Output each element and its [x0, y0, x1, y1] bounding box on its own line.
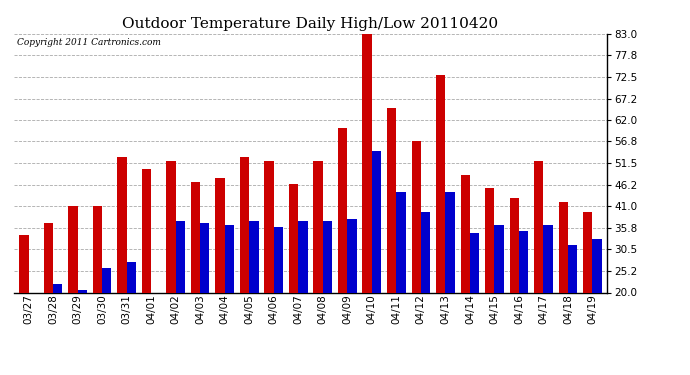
Bar	[387, 108, 396, 292]
Bar	[43, 223, 53, 292]
Bar	[485, 188, 495, 292]
Bar	[166, 161, 176, 292]
Bar	[289, 184, 298, 292]
Bar	[559, 202, 568, 292]
Bar	[495, 225, 504, 292]
Bar	[92, 206, 102, 292]
Bar	[176, 220, 185, 292]
Bar	[519, 231, 529, 292]
Bar	[200, 223, 210, 292]
Bar	[396, 192, 406, 292]
Bar	[445, 192, 455, 292]
Bar	[191, 182, 200, 292]
Bar	[338, 128, 347, 292]
Bar	[323, 220, 332, 292]
Bar	[249, 220, 259, 292]
Bar	[298, 220, 308, 292]
Bar	[215, 177, 225, 292]
Bar	[544, 225, 553, 292]
Bar	[19, 235, 28, 292]
Bar	[460, 176, 470, 292]
Bar	[274, 227, 283, 292]
Text: Copyright 2011 Cartronics.com: Copyright 2011 Cartronics.com	[17, 38, 161, 46]
Bar	[534, 161, 544, 292]
Bar	[77, 291, 87, 292]
Bar	[240, 157, 249, 292]
Bar	[264, 161, 274, 292]
Bar	[593, 239, 602, 292]
Bar	[470, 233, 479, 292]
Bar	[142, 169, 151, 292]
Bar	[313, 161, 323, 292]
Bar	[362, 34, 372, 292]
Bar	[583, 212, 593, 292]
Bar	[568, 245, 578, 292]
Bar	[411, 141, 421, 292]
Title: Outdoor Temperature Daily High/Low 20110420: Outdoor Temperature Daily High/Low 20110…	[122, 17, 499, 31]
Bar	[372, 151, 381, 292]
Bar	[117, 157, 126, 292]
Bar	[421, 212, 430, 292]
Bar	[436, 75, 445, 292]
Bar	[53, 284, 62, 292]
Bar	[347, 219, 357, 292]
Bar	[102, 268, 111, 292]
Bar	[510, 198, 519, 292]
Bar	[225, 225, 234, 292]
Bar	[68, 206, 77, 292]
Bar	[126, 262, 136, 292]
